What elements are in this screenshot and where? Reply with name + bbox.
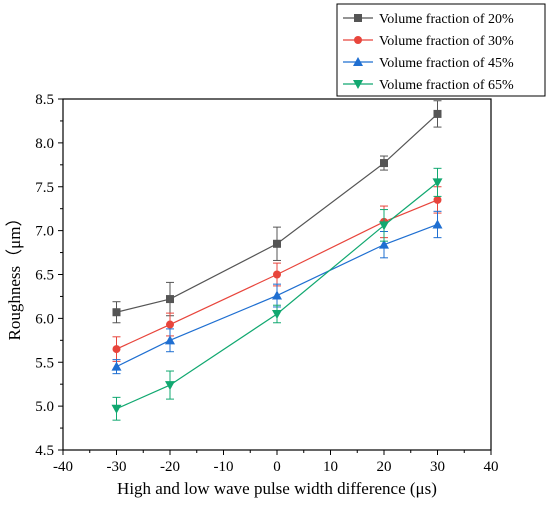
series-2 bbox=[112, 186, 442, 362]
x-tick-label: -40 bbox=[53, 459, 73, 475]
series-4 bbox=[111, 167, 443, 421]
x-tick-label: -30 bbox=[107, 459, 127, 475]
legend-label: Volume fraction of 30% bbox=[379, 34, 514, 49]
x-axis-title: High and low wave pulse width difference… bbox=[117, 479, 437, 498]
data-point bbox=[272, 290, 282, 300]
data-point bbox=[273, 270, 281, 279]
legend-entry-4: Volume fraction of 65% bbox=[343, 78, 514, 93]
legend-marker bbox=[353, 80, 363, 89]
x-tick-label: 20 bbox=[377, 459, 392, 475]
data-point bbox=[165, 335, 175, 345]
y-tick-label: 8.0 bbox=[35, 136, 54, 152]
data-point bbox=[433, 109, 442, 118]
y-tick-label: 4.5 bbox=[35, 443, 54, 459]
x-tick-label: 0 bbox=[273, 459, 281, 475]
legend-marker bbox=[353, 57, 363, 66]
legend-entry-2: Volume fraction of 30% bbox=[343, 34, 514, 49]
x-tick-label: 40 bbox=[484, 459, 499, 475]
legend-marker bbox=[354, 36, 362, 44]
y-tick-label: 6.0 bbox=[35, 311, 54, 327]
y-tick-label: 7.0 bbox=[35, 224, 54, 240]
series-3 bbox=[111, 210, 443, 375]
data-point bbox=[166, 320, 174, 329]
data-point bbox=[112, 308, 121, 317]
x-tick-label: 30 bbox=[430, 459, 445, 475]
data-point bbox=[379, 221, 389, 231]
legend-entry-1: Volume fraction of 20% bbox=[343, 12, 514, 27]
y-tick-label: 7.5 bbox=[35, 180, 54, 196]
x-tick-label: -20 bbox=[160, 459, 180, 475]
y-tick-label: 5.0 bbox=[35, 399, 54, 415]
data-point bbox=[112, 345, 121, 354]
data-point bbox=[272, 309, 282, 319]
legend-label: Volume fraction of 45% bbox=[379, 56, 514, 71]
data-point bbox=[380, 159, 388, 168]
data-point bbox=[379, 239, 389, 249]
y-tick-label: 5.5 bbox=[35, 355, 54, 371]
series-layer bbox=[111, 100, 443, 421]
data-point bbox=[166, 295, 174, 304]
data-point bbox=[111, 404, 122, 414]
data-point bbox=[165, 381, 175, 391]
legend-label: Volume fraction of 20% bbox=[379, 12, 514, 27]
data-point bbox=[111, 361, 122, 371]
legend-entry-3: Volume fraction of 45% bbox=[343, 56, 514, 71]
axes: -40 -30 -20 -10 0 10 20 30 40 4.5 5.0 5.5 6.0 6.5 7.0 7… bbox=[35, 92, 498, 475]
data-point bbox=[432, 219, 443, 229]
data-point bbox=[432, 178, 443, 188]
x-tick-label: 10 bbox=[323, 459, 338, 475]
legend-marker bbox=[354, 14, 362, 22]
data-point bbox=[273, 239, 281, 248]
y-axis-title: Roughness（μm） bbox=[5, 210, 24, 341]
legend-label: Volume fraction of 65% bbox=[379, 78, 514, 93]
y-tick-label: 8.5 bbox=[35, 92, 54, 108]
series-1 bbox=[112, 100, 442, 324]
x-tick-label: -10 bbox=[214, 459, 234, 475]
y-tick-label: 6.5 bbox=[35, 268, 54, 284]
data-point bbox=[433, 195, 442, 204]
legend-box bbox=[336, 3, 546, 97]
legend: Volume fraction of 20% Volume fraction of… bbox=[336, 3, 546, 97]
